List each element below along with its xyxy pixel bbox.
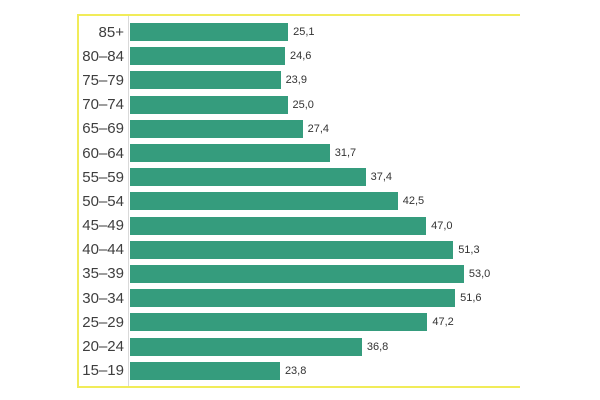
bar-area: 25,0 (129, 93, 520, 117)
chart-row: 70–74 25,0 (79, 93, 520, 117)
value-label: 36,8 (366, 340, 389, 353)
bar-area: 51,6 (129, 286, 520, 310)
bar-chart: 85+ 25,1 80–84 24,6 75–79 23,9 70–74 25,0 65–69 2… (79, 20, 520, 383)
bar (130, 47, 285, 66)
bar (130, 192, 398, 211)
category-label: 70–74 (82, 96, 124, 114)
category-label: 50–54 (82, 192, 124, 210)
chart-row: 85+ 25,1 (79, 20, 520, 44)
chart-row: 75–79 23,9 (79, 68, 520, 92)
category-label: 45–49 (82, 217, 124, 235)
bar (130, 23, 289, 42)
category-label: 55–59 (82, 168, 124, 186)
bar-area: 36,8 (129, 334, 520, 358)
chart-row: 80–84 24,6 (79, 44, 520, 68)
bar (130, 240, 454, 259)
bar-area: 53,0 (129, 262, 520, 286)
category-label: 40–44 (82, 241, 124, 259)
value-label: 47,2 (432, 316, 454, 329)
chart-row: 40–44 51,3 (79, 238, 520, 262)
value-label: 23,9 (285, 74, 307, 87)
bar-area: 23,9 (129, 68, 520, 92)
bar (130, 71, 281, 90)
category-label: 25–29 (82, 313, 124, 331)
category-label: 65–69 (82, 120, 124, 138)
value-label: 53,0 (468, 267, 491, 280)
chart-row: 25–29 47,2 (79, 310, 520, 334)
bar-area: 47,2 (129, 310, 520, 334)
bar-area: 42,5 (129, 189, 520, 213)
y-axis-line (128, 16, 129, 386)
bar (130, 289, 456, 308)
category-label: 35–39 (82, 265, 124, 283)
chart-row: 45–49 47,0 (79, 214, 520, 238)
bar-area: 47,0 (129, 214, 520, 238)
value-label: 24,6 (289, 50, 312, 63)
chart-row: 50–54 42,5 (79, 189, 520, 213)
value-label: 37,4 (370, 171, 393, 184)
category-label: 75–79 (82, 71, 124, 89)
value-label: 42,5 (402, 195, 425, 208)
value-label: 23,8 (284, 364, 307, 377)
value-label: 51,6 (460, 292, 482, 305)
bar (130, 119, 303, 138)
chart-frame: 85+ 25,1 80–84 24,6 75–79 23,9 70–74 25,0 65–69 2… (77, 14, 520, 388)
value-label: 25,1 (293, 26, 315, 39)
value-label: 51,3 (458, 243, 480, 256)
value-label: 47,0 (431, 219, 453, 232)
category-label: 85+ (98, 23, 124, 41)
bar-area: 51,3 (129, 238, 520, 262)
value-label: 25,0 (292, 98, 314, 111)
bar-area: 31,7 (129, 141, 520, 165)
bar-area: 27,4 (129, 117, 520, 141)
bar (130, 144, 330, 163)
bar-area: 24,6 (129, 44, 520, 68)
category-label: 60–64 (82, 144, 124, 162)
bar-area: 37,4 (129, 165, 520, 189)
value-label: 27,4 (307, 122, 330, 135)
bar (130, 337, 362, 356)
bar (130, 168, 366, 187)
bar (130, 264, 464, 283)
category-label: 15–19 (82, 362, 124, 380)
chart-row: 30–34 51,6 (79, 286, 520, 310)
bar-area: 23,8 (129, 359, 520, 383)
chart-row: 35–39 53,0 (79, 262, 520, 286)
bar (130, 361, 280, 380)
category-label: 80–84 (82, 47, 124, 65)
chart-row: 55–59 37,4 (79, 165, 520, 189)
chart-row: 65–69 27,4 (79, 117, 520, 141)
bar (130, 216, 427, 235)
chart-row: 15–19 23,8 (79, 359, 520, 383)
bar (130, 95, 288, 114)
chart-row: 60–64 31,7 (79, 141, 520, 165)
value-label: 31,7 (334, 147, 357, 160)
bar (130, 313, 428, 332)
category-label: 30–34 (82, 289, 124, 307)
category-label: 20–24 (82, 338, 124, 356)
chart-row: 20–24 36,8 (79, 334, 520, 358)
bar-area: 25,1 (129, 20, 520, 44)
